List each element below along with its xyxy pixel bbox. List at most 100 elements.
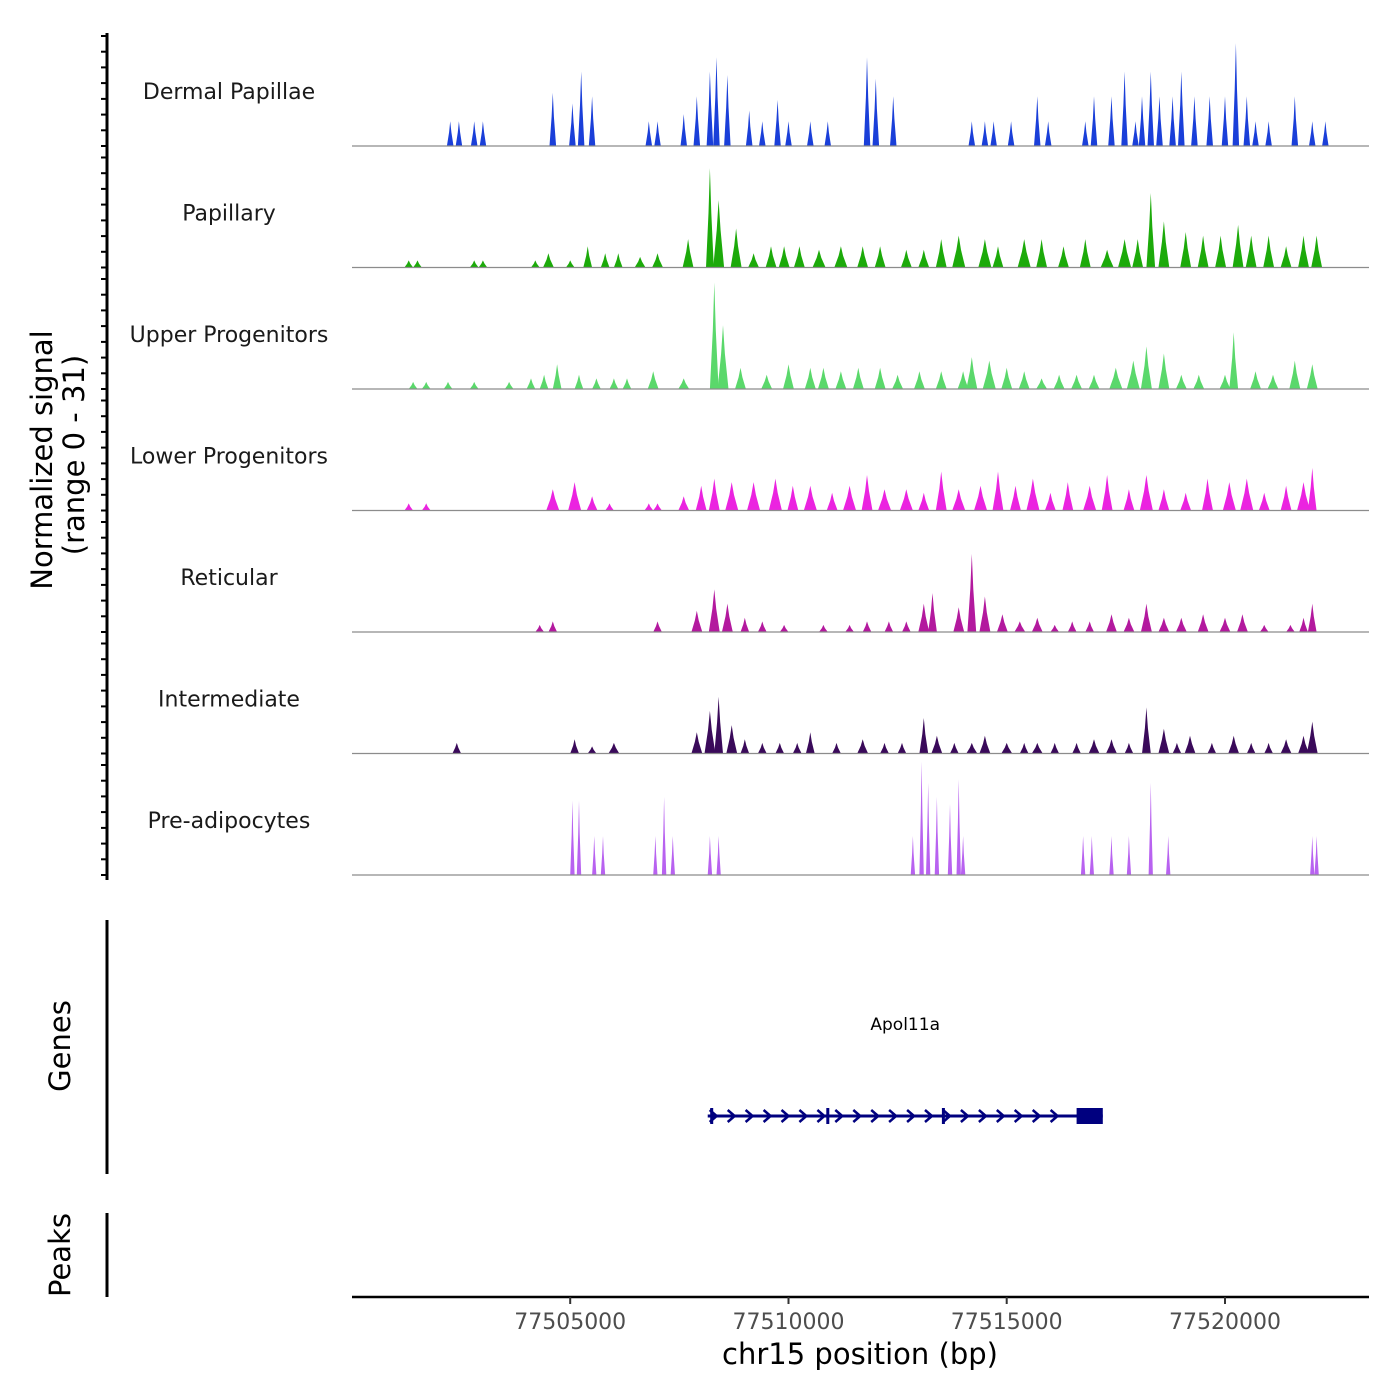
signal-peak xyxy=(1291,96,1299,146)
signal-peak xyxy=(717,325,729,389)
gene-models: Apol11a xyxy=(707,1015,1103,1124)
signal-peak xyxy=(1222,482,1236,511)
signal-peak xyxy=(826,492,838,511)
signal-peak xyxy=(539,374,549,389)
signal-peak xyxy=(713,57,720,146)
signal-peak xyxy=(843,485,857,511)
signal-peak xyxy=(1090,96,1098,146)
signal-peak xyxy=(960,836,966,875)
signal-peak xyxy=(469,381,479,389)
signal-peak xyxy=(918,603,930,632)
signal-peak xyxy=(600,253,610,268)
strand-arrow xyxy=(762,1109,773,1123)
signal-peak xyxy=(957,371,969,389)
signal-peak xyxy=(765,246,777,268)
signal-peak xyxy=(1207,742,1217,754)
signal-peak xyxy=(1140,346,1152,389)
signal-peak xyxy=(793,246,805,268)
signal-peak xyxy=(1124,742,1134,754)
strand-arrow xyxy=(834,1109,845,1123)
signal-peak xyxy=(1123,617,1135,632)
track-upper-progenitors: Upper Progenitors xyxy=(130,282,1369,390)
signal-peak xyxy=(981,121,989,146)
signal-peak xyxy=(1083,485,1097,511)
strand-arrow xyxy=(744,1109,755,1123)
signal-peak xyxy=(1250,371,1261,389)
signal-peak xyxy=(570,739,579,754)
signal-peak xyxy=(872,78,880,146)
signal-peak xyxy=(469,260,479,268)
signal-peak xyxy=(900,249,912,268)
signal-peak xyxy=(979,735,991,754)
signal-peak xyxy=(404,260,414,268)
signal-peak xyxy=(1158,353,1170,389)
signal-peak xyxy=(914,371,925,389)
signal-peak xyxy=(982,360,996,389)
signal-peak xyxy=(570,800,575,875)
gene-exon-small xyxy=(826,1108,830,1124)
signal-peak xyxy=(592,378,601,389)
signal-peak xyxy=(1221,96,1229,146)
signal-peak xyxy=(824,121,831,146)
track-label: Reticular xyxy=(180,566,278,591)
track-lower-progenitors: Lower Progenitors xyxy=(130,445,1369,512)
signal-peak xyxy=(878,489,892,511)
signal-peak xyxy=(874,246,886,268)
signal-peak xyxy=(1146,193,1156,268)
signal-peak xyxy=(819,624,828,632)
signal-peak xyxy=(1307,603,1317,632)
signal-peak xyxy=(803,485,817,511)
x-axis: 77505000 77510000 77515000 77520000 xyxy=(352,1295,1369,1335)
strand-arrow xyxy=(816,1109,827,1123)
strand-arrow xyxy=(888,1109,899,1123)
signal-peak xyxy=(1232,43,1240,146)
signal-peak xyxy=(548,621,558,632)
signal-peak xyxy=(1031,742,1043,754)
signal-peak xyxy=(1109,367,1123,389)
signal-peak xyxy=(1100,249,1114,268)
signal-peak xyxy=(775,742,785,754)
peaks-panel-title: Peaks xyxy=(43,1213,77,1297)
signal-peak xyxy=(1232,224,1244,268)
signal-peak xyxy=(1123,489,1135,511)
signal-peak xyxy=(1180,492,1192,511)
strand-arrow xyxy=(726,1109,737,1123)
signal-peak xyxy=(761,374,773,389)
signal-peak xyxy=(408,381,418,389)
signal-peak xyxy=(899,489,913,511)
signal-peak xyxy=(1299,617,1308,632)
signal-peak xyxy=(1237,614,1248,632)
signal-peak xyxy=(1322,121,1329,146)
signal-peak xyxy=(880,742,889,754)
signal-peak xyxy=(1139,475,1153,511)
signal-peak xyxy=(1158,221,1170,268)
track-label: Upper Progenitors xyxy=(130,323,329,348)
genes-panel-title: Genes xyxy=(43,1000,77,1092)
signal-peak xyxy=(807,121,814,146)
signal-peak xyxy=(670,836,675,875)
strand-arrow xyxy=(870,1109,881,1123)
signal-peak xyxy=(1280,739,1292,754)
track-label: Papillary xyxy=(182,202,276,227)
signal-peak xyxy=(721,603,733,632)
signal-peak xyxy=(653,621,662,632)
signal-peak xyxy=(1243,96,1251,146)
signal-peak xyxy=(1297,482,1311,511)
signal-peak xyxy=(1307,467,1317,511)
track-label: Pre-adipocytes xyxy=(148,809,311,834)
signal-peak xyxy=(470,121,478,146)
signal-peak xyxy=(526,378,536,389)
x-axis-title: chr15 position (bp) xyxy=(722,1337,998,1371)
signal-peak xyxy=(968,121,976,146)
signal-peak xyxy=(992,471,1004,511)
signal-peak xyxy=(1314,836,1319,875)
signal-peak xyxy=(1050,624,1060,632)
strand-arrow xyxy=(798,1109,809,1123)
track-pre-adipocytes: Pre-adipocytes xyxy=(148,761,1369,876)
signal-peak xyxy=(950,742,959,754)
signal-peak xyxy=(1067,621,1077,632)
signal-peak xyxy=(735,367,746,389)
signal-peak xyxy=(413,260,422,268)
signal-peak xyxy=(704,710,716,754)
